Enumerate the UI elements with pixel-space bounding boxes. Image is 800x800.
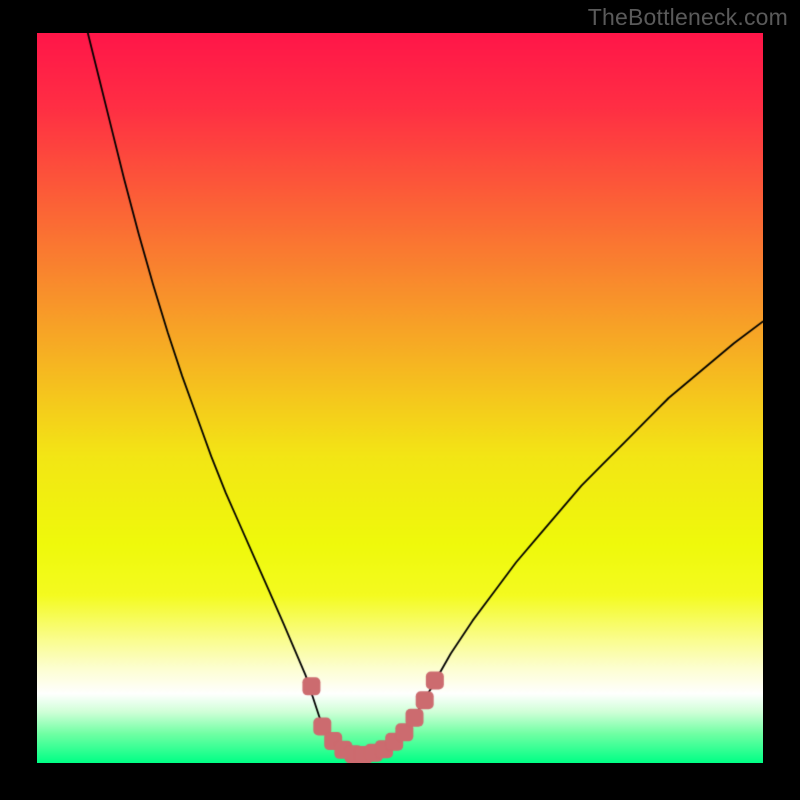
optimal-range-markers [37,33,763,763]
chart-container: TheBottleneck.com [0,0,800,800]
plot-area [37,33,763,763]
watermark-text: TheBottleneck.com [588,4,788,31]
